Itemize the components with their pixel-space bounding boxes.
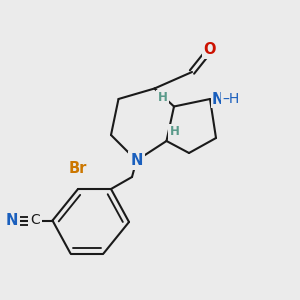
Text: Br: Br	[69, 160, 87, 175]
Text: H: H	[169, 125, 179, 138]
Text: N: N	[6, 213, 18, 228]
Text: O: O	[204, 42, 216, 57]
Text: H: H	[158, 92, 167, 104]
Text: N: N	[130, 153, 143, 168]
Text: C: C	[31, 214, 40, 227]
Text: –H: –H	[222, 92, 239, 106]
Text: N: N	[212, 92, 224, 106]
